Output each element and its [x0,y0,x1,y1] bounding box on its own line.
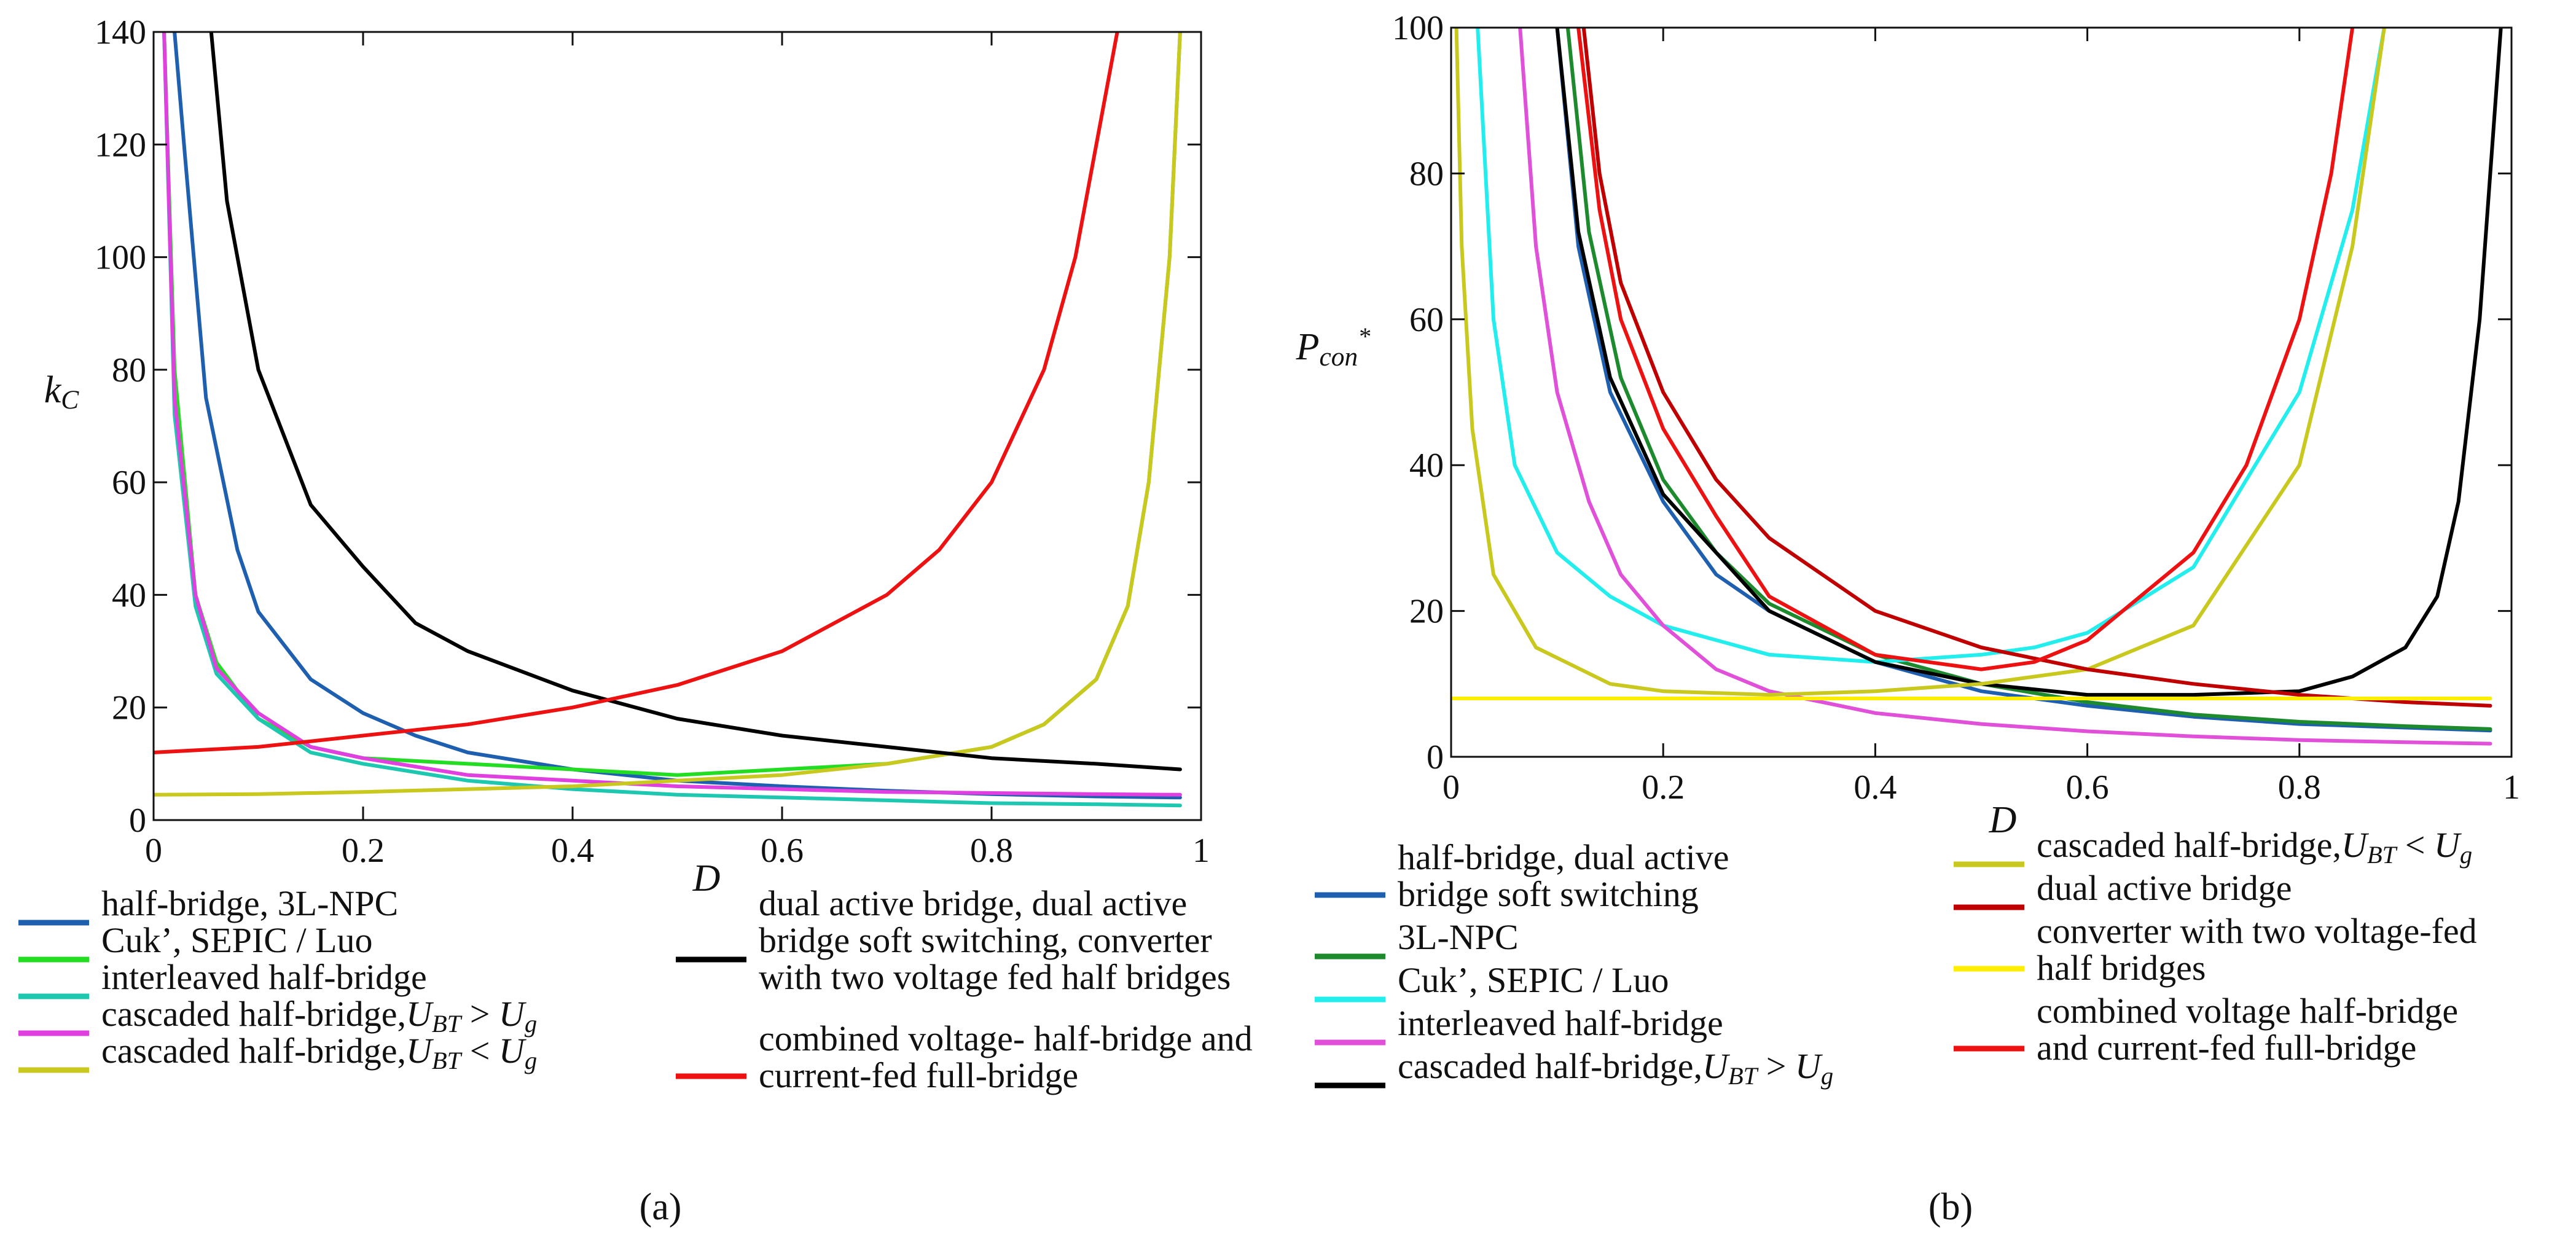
series-line-b-cascaded-half-bridge-ubt-ug [1454,28,2386,697]
legend-label-b-converter-with-two-voltage-fed-half-bridges: converter with two voltage-fed half bridg… [2037,911,2477,988]
y-tick-label-a: 0 [129,802,146,840]
series-line-b-combined-voltage-half-bridge-and-current-fed-full-bridge [1576,28,2355,671]
series-line-b-half-bridge-dual-active-bridge-soft-switching [1555,28,2492,733]
x-tick-label-a: 0 [145,832,162,870]
y-tick-label-a: 140 [95,14,146,52]
y-tick-label-a: 20 [112,689,146,727]
series-line-b-3l-npc [1565,28,2492,731]
y-tick-label-b: 20 [1409,593,1444,631]
series-line-b-interleaved-half-bridge [1518,28,2492,746]
legend-label-b-half-bridge-dual-active-bridge-soft-switching: half-bridge, dual active bridge soft swit… [1398,837,1729,914]
panel-b-label: (b) [1928,1186,1973,1228]
series-line-b-dual-active-bridge [1581,28,2492,708]
legend-label-a-cascaded-half-bridge-ubt-ug: cascaded half-bridge,UBT​ > Ug​ [101,994,537,1038]
legend-label-b-combined-voltage-half-bridge-and-current-fed-full-bridge: combined voltage half-bridge and current-… [2037,991,2458,1068]
legend-label-b-3l-npc: 3L-NPC [1398,917,1519,957]
x-tick-label-b: 0.8 [2278,768,2321,807]
x-tick-label-a: 0.4 [551,832,594,870]
x-tick-label-b: 1 [2503,768,2520,807]
x-axis-label-a: D [692,858,721,899]
x-tick-label-a: 0.2 [342,832,385,870]
series-line-a-cascaded-half-bridge-ubt-ug [154,32,1182,797]
y-tick-label-b: 100 [1392,9,1444,47]
series-line-a-dual-active-bridge-dual-active-bridge-soft-switching-converter-with-two-voltage-fed-half-bridges [209,32,1182,772]
series-line-a-combined-voltage-half-bridge-and-current-fed-full-bridge [154,32,1119,754]
series-line-b-cascaded-half-bridge-ubt-ug [1555,28,2503,697]
x-tick-label-b: 0.4 [1854,768,1897,807]
y-tick-label-a: 120 [95,126,146,164]
x-axis-label-b: D [1989,799,2017,841]
x-tick-label-a: 0.8 [970,832,1013,870]
legend-label-a-dual-active-bridge-dual-active-bridge-soft-switching-converter-with-two-voltage-fed-half-bridges: dual active bridge, dual active bridge so… [759,883,1231,997]
x-tick-label-b: 0.6 [2066,768,2109,807]
y-tick-label-b: 80 [1409,155,1444,193]
legend-label-a-combined-voltage-half-bridge-and-current-fed-full-bridge: combined voltage- half-bridge and current… [759,1018,1253,1095]
y-axis-label-b: Pcon*​ [1296,322,1371,372]
x-tick-label-a: 1 [1192,832,1210,870]
x-tick-label-b: 0 [1443,768,1460,807]
x-tick-label-b: 0.2 [1642,768,1685,807]
legend-label-a-cascaded-half-bridge-ubt-ug: cascaded half-bridge,UBT​ < Ug​ [101,1031,537,1074]
legend-label-b-cuk-sepic-luo: Cuk’, SEPIC / Luo [1398,960,1669,1000]
plot-frame-a [152,31,1202,821]
chart-b: 0 0.2 0.4 0.6 0.8 1 0 20 40 60 80 100 D Pcon*​ half-br… [1296,9,2520,1090]
y-tick-label-a: 60 [112,464,146,502]
y-tick-label-b: 60 [1409,301,1444,339]
legend-label-a-half-bridge-3l-npc: half-bridge, 3L-NPC [101,883,398,923]
legend-label-b-cascaded-half-bridge-ubt-ug: cascaded half-bridge,UBT​ < Ug​ [2037,825,2472,869]
series-line-a-half-bridge-3l-npc [173,32,1182,800]
x-tick-label-a: 0.6 [761,832,804,870]
chart-a: 0 0.2 0.4 0.6 0.8 1 0 20 40 60 80 100 120 140 DkC​ half… [18,14,1253,1095]
series-line-a-interleaved-half-bridge [162,32,1182,808]
y-tick-label-b: 40 [1409,447,1444,485]
plot-frame-b [1450,26,2513,758]
y-tick-label-a: 100 [95,239,146,277]
y-axis-label-a: kC​ [44,369,80,415]
panel-a-label: (a) [640,1186,682,1228]
legend-label-b-dual-active-bridge: dual active bridge [2037,868,2292,908]
y-tick-label-b: 0 [1427,738,1444,776]
legend-label-b-interleaved-half-bridge: interleaved half-bridge [1398,1003,1723,1043]
series-line-a-cascaded-half-bridge-ubt-ug [162,32,1182,797]
legend-label-a-interleaved-half-bridge: interleaved half-bridge [101,957,427,997]
legend-label-a-cuk-sepic-luo: Cuk’, SEPIC / Luo [101,920,373,960]
legend-label-b-cascaded-half-bridge-ubt-ug: cascaded half-bridge,UBT​ > Ug​ [1398,1046,1833,1090]
y-tick-label-a: 40 [112,576,146,614]
y-tick-label-a: 80 [112,351,146,389]
